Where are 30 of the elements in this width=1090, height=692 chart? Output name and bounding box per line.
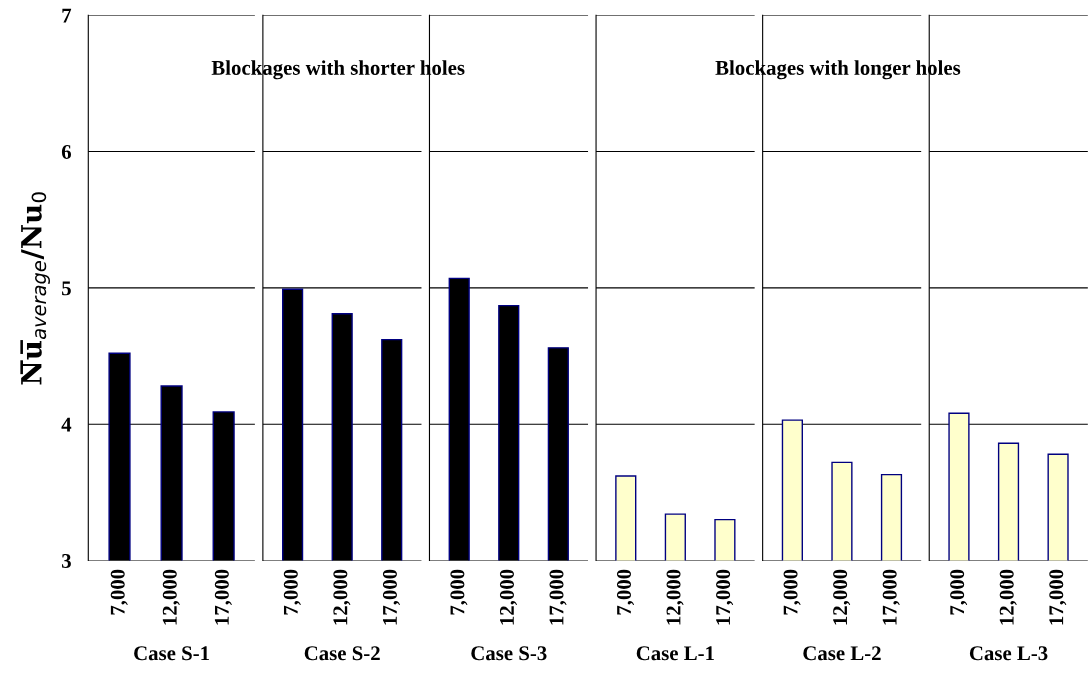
x-tick-label: 17,000 [882, 569, 900, 625]
x-tick-label: 12,000 [333, 569, 351, 625]
x-tick-label: 17,000 [549, 569, 567, 625]
x-tick-label: 12,000 [499, 569, 517, 625]
x-axis-title: Case L-1 [636, 646, 714, 661]
x-tick-label: 7,000 [950, 569, 968, 615]
x-tick-label: 7,000 [110, 569, 128, 615]
x-tick-label: 7,000 [450, 569, 468, 615]
x-axis-title: Case L-3 [969, 646, 1048, 661]
x-tick-label: 12,000 [162, 569, 180, 625]
x-tick-label: 12,000 [833, 569, 851, 625]
y-tick-label: 6 [61, 144, 72, 159]
x-tick-label: 12,000 [999, 569, 1017, 625]
x-tick-label: 17,000 [382, 569, 400, 625]
x-axis-title: Case S-3 [471, 646, 547, 661]
y-tick-label: 7 [62, 8, 72, 23]
x-tick-label: 12,000 [666, 569, 684, 625]
x-tick-label: 17,000 [716, 569, 734, 625]
x-tick-label: 17,000 [1049, 569, 1067, 625]
x-axis-title: Case L-2 [803, 646, 881, 661]
x-tick-label: 7,000 [783, 569, 801, 615]
y-axis-title: N̅u̅$_{average}$/Nu$_{0}$ [20, 192, 50, 385]
y-tick-label: 3 [61, 553, 71, 568]
x-tick-label: 7,000 [283, 569, 301, 615]
x-tick-label: 7,000 [616, 569, 635, 615]
y-tick-label: 4 [61, 417, 72, 432]
x-tick-label: 17,000 [214, 569, 232, 625]
x-axis-title: Case S-2 [304, 646, 380, 661]
y-tick-label: 5 [62, 281, 71, 296]
x-axis-title: Case S-1 [134, 646, 209, 661]
